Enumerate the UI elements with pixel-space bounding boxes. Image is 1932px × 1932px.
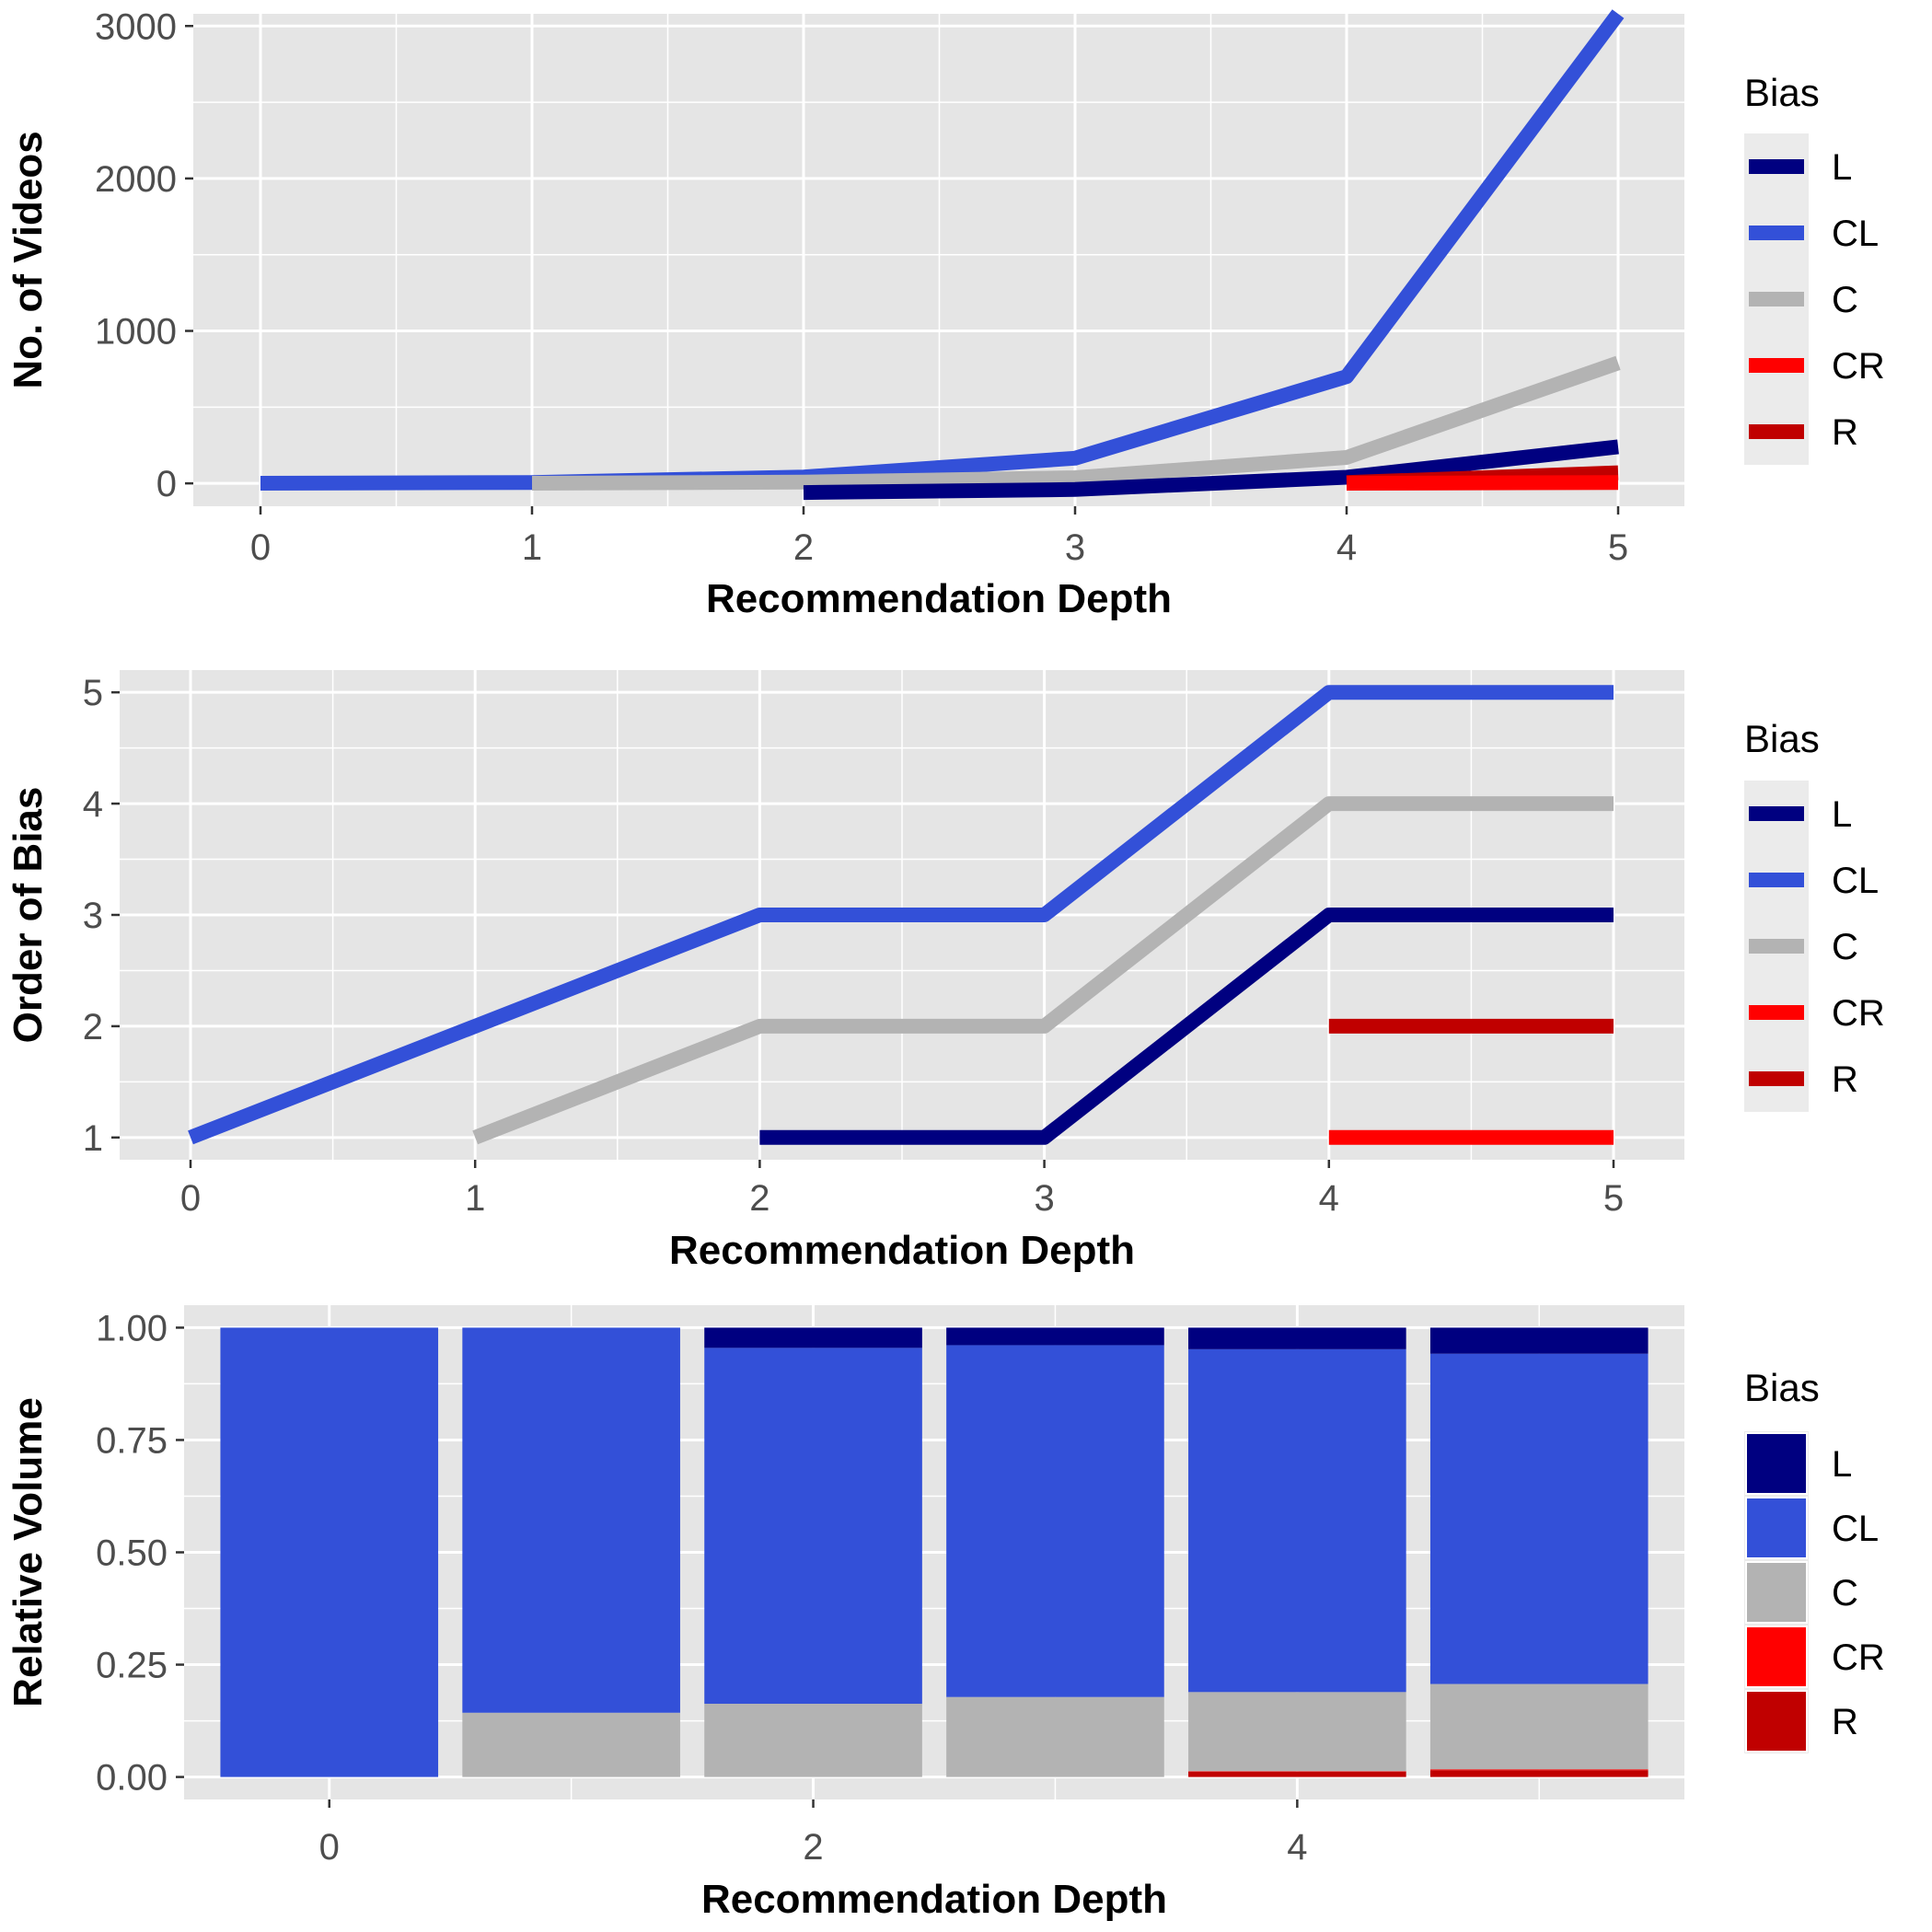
bar-segment-L-depth-3 [946,1327,1164,1346]
y-axis-title: No. of Videos [6,131,51,388]
legend-swatch-CR [1745,1625,1808,1688]
x-tick-label: 3 [1065,527,1085,568]
bar-segment-C-depth-5 [1429,1683,1649,1770]
x-tick-label: 0 [180,1178,201,1219]
legend-2: Bias L CL C CR R [1744,717,1885,1112]
bar-segment-C-depth-1 [462,1712,680,1777]
y-axis-title: Order of Bias [6,787,51,1044]
legend-label-CR: CR [1832,346,1885,387]
legend-label-L: L [1832,1444,1852,1485]
y-tick-label: 5 [83,673,103,713]
x-axis-title: Recommendation Depth [706,576,1172,621]
series-line-CL [260,9,1625,491]
bar-segment-CL-depth-3 [946,1345,1164,1697]
legend-label-R: R [1832,1059,1858,1100]
bar-segment-CR-depth-4 [1188,1771,1406,1772]
legend-label-L: L [1832,794,1852,835]
x-axis-title: Recommendation Depth [701,1877,1167,1922]
legend-label-C: C [1832,927,1858,967]
bar-segment-CL-depth-1 [462,1327,680,1713]
x-tick-label: 1 [465,1178,485,1219]
y-tick-label: 3000 [95,6,177,47]
bar-segment-CL-depth-0 [220,1327,439,1777]
x-tick-label: 2 [803,1827,823,1868]
y-tick-label: 3 [83,896,103,936]
bar-segment-C-depth-4 [1188,1692,1406,1772]
x-tick-label: 4 [1319,1178,1339,1219]
bar-segment-C-depth-2 [704,1704,922,1777]
legend-label-CL: CL [1832,861,1879,901]
x-tick-label: 0 [319,1827,340,1868]
legend-label-R: R [1832,412,1858,453]
bar-segment-L-depth-4 [1188,1327,1406,1349]
x-axis-title: Recommendation Depth [669,1228,1135,1273]
series-line-CL [188,685,1614,1145]
legend-label-CL: CL [1832,214,1879,254]
series-line-L [759,908,1614,1145]
legend-label-C: C [1832,280,1858,320]
bar-segment-R-depth-5 [1429,1770,1649,1777]
y-axis-title: Relative Volume [6,1397,51,1707]
legend-swatch-R [1745,1690,1808,1753]
series-group-2 [188,685,1614,1145]
bars-group [220,1327,1649,1777]
x-tick-label: 5 [1608,527,1628,568]
legend-3: Bias L CL C CR R [1744,1366,1885,1753]
legend-label-CR: CR [1832,1637,1885,1678]
y-tick-label: 4 [83,784,103,825]
legend-label-CR: CR [1832,993,1885,1034]
x-tick-label: 3 [1034,1178,1054,1219]
y-tick-label: 0.25 [96,1646,168,1686]
legend-title: Bias [1744,717,1820,760]
series-group-1 [260,9,1625,501]
legend-1: Bias L CL C CR R [1744,71,1885,465]
x-tick-label: 5 [1603,1178,1624,1219]
y-tick-label: 0.00 [96,1758,168,1799]
x-tick-label: 4 [1287,1827,1307,1868]
x-tick-label: 4 [1336,527,1357,568]
bar-segment-CR-depth-5 [1429,1769,1649,1771]
legend-title: Bias [1744,1366,1820,1409]
x-tick-label: 1 [522,527,542,568]
x-tick-label: 2 [793,527,814,568]
series-line-L [803,439,1619,501]
bar-segment-L-depth-5 [1429,1327,1649,1354]
bar-segment-L-depth-2 [704,1327,922,1348]
legend-label-CL: CL [1832,1509,1879,1549]
legend-swatch-C [1745,1561,1808,1624]
y-tick-label: 0.75 [96,1420,168,1461]
y-tick-label: 1000 [95,312,177,353]
x-tick-label: 2 [749,1178,769,1219]
series-line-C [531,355,1621,491]
bar-segment-C-depth-3 [946,1696,1164,1777]
series-line-CR [1346,475,1619,491]
y-tick-label: 1 [83,1118,103,1159]
legend-swatch-L [1745,1432,1808,1495]
bar-segment-R-depth-4 [1188,1771,1406,1777]
legend-label-R: R [1832,1702,1858,1742]
bar-segment-CL-depth-2 [704,1348,922,1705]
y-tick-label: 2000 [95,159,177,200]
legend-label-L: L [1832,147,1852,188]
x-tick-label: 0 [250,527,271,568]
legend-swatch-CL [1745,1497,1808,1559]
series-line-C [472,796,1614,1145]
y-tick-label: 2 [83,1007,103,1047]
bar-segment-CL-depth-4 [1188,1348,1406,1693]
y-tick-label: 0.50 [96,1533,168,1574]
y-tick-label: 0 [156,464,177,504]
y-tick-label: 1.00 [96,1308,168,1348]
legend-title: Bias [1744,71,1820,114]
bar-segment-CL-depth-5 [1429,1353,1649,1684]
legend-label-C: C [1832,1573,1858,1614]
